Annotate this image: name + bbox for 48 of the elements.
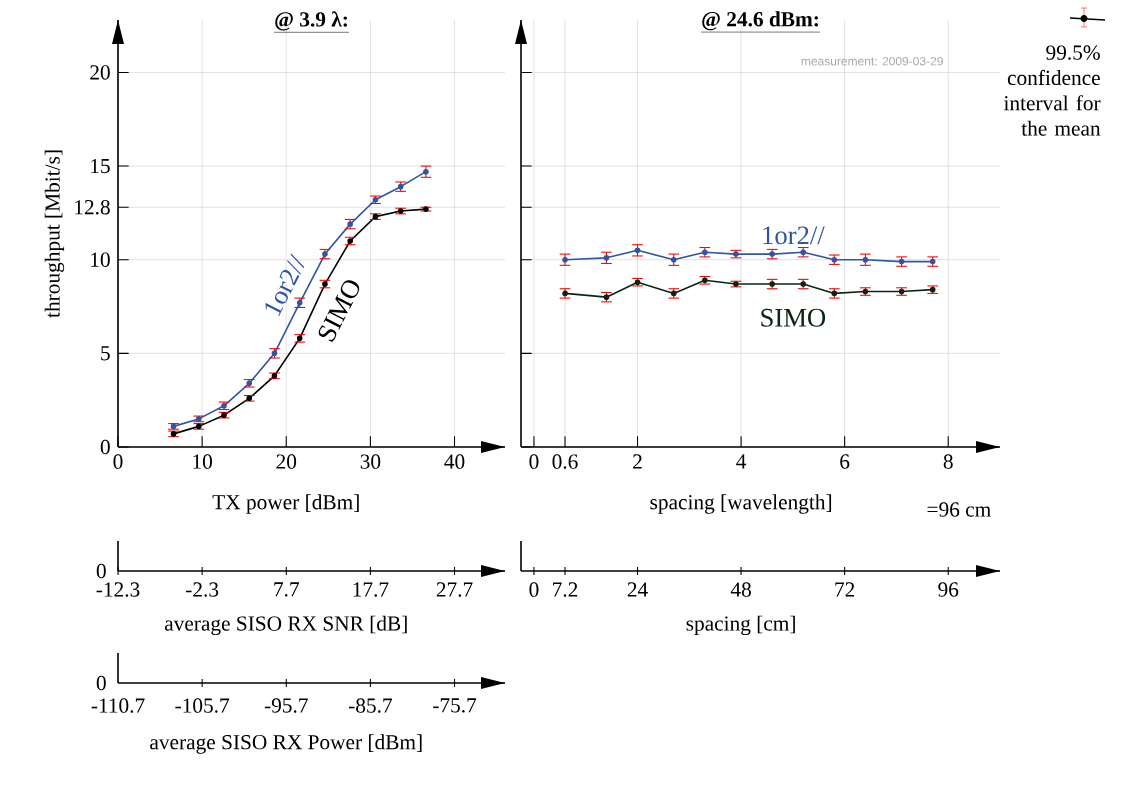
y-tick-label: 5 xyxy=(101,346,110,361)
series-label: SIMO xyxy=(761,308,826,327)
x2-tick-label: 96 xyxy=(938,582,959,597)
x-tick-label: 30 xyxy=(360,454,381,469)
x2-tick-label: 0 xyxy=(529,582,539,597)
x2-axis-title: average SISO RX SNR [dB] xyxy=(164,615,407,636)
y-axis-title: throughput [Mbit/s] xyxy=(44,150,65,318)
y-tick-label: 0 xyxy=(100,439,110,455)
x2-tick-label: 7.2 xyxy=(553,582,578,597)
x2-tick-label: 17.7 xyxy=(353,582,389,597)
x2-tick-label: 48 xyxy=(730,582,751,597)
x-tick-label: 4 xyxy=(736,454,747,469)
text: -95.7 xyxy=(264,698,308,713)
text: =96 cm xyxy=(927,502,991,517)
x-tick-label: 0 xyxy=(113,454,123,469)
x-tick-label: 10 xyxy=(193,454,212,469)
text: average SISO RX Power [dBm] xyxy=(150,734,422,754)
x-tick-label: 20 xyxy=(276,454,297,469)
x-tick-label: 0.6 xyxy=(552,454,578,469)
text: -85.7 xyxy=(348,698,392,713)
x2-tick-label: 72 xyxy=(835,582,855,597)
annotation: measurement: 2009-03-29 xyxy=(801,56,943,66)
text: -110.7 xyxy=(91,698,145,713)
text: 1or2// xyxy=(265,253,305,317)
x-axis-title: spacing [wavelength] xyxy=(650,494,832,514)
y-tick-label: 10 xyxy=(91,252,110,267)
chart-title: @ 24.6 dBm: xyxy=(702,11,818,31)
x-tick-label: 2 xyxy=(633,454,642,469)
y-tick-label: 20 xyxy=(90,65,110,80)
text: -75.7 xyxy=(433,698,477,713)
x-tick-label: 40 xyxy=(444,454,465,469)
series-label: 1or2// xyxy=(763,226,825,245)
y-tick-label: 12.8 xyxy=(75,200,110,215)
x2-tick-label: -12.3 xyxy=(96,582,140,597)
x2-tick-label: 7.7 xyxy=(274,582,299,597)
x-axis-title: TX power [dBm] xyxy=(212,494,359,514)
x-tick-label: 0 xyxy=(529,454,539,469)
x2-tick-label: -2.3 xyxy=(186,582,219,597)
chart-title: @ 3.9 λ: xyxy=(275,11,347,31)
text: 99.5% confidence interval for the mean xyxy=(1003,45,1101,136)
text: -105.7 xyxy=(175,698,230,713)
x2-tick-label: 27.7 xyxy=(436,582,473,597)
y-tick-label: 15 xyxy=(91,158,110,174)
x-tick-label: 6 xyxy=(840,454,850,469)
x-tick-label: 8 xyxy=(943,454,953,469)
text: SIMO xyxy=(318,280,360,342)
x2-tick-label: 24 xyxy=(627,582,648,597)
x2-axis-title: spacing [cm] xyxy=(686,615,795,636)
